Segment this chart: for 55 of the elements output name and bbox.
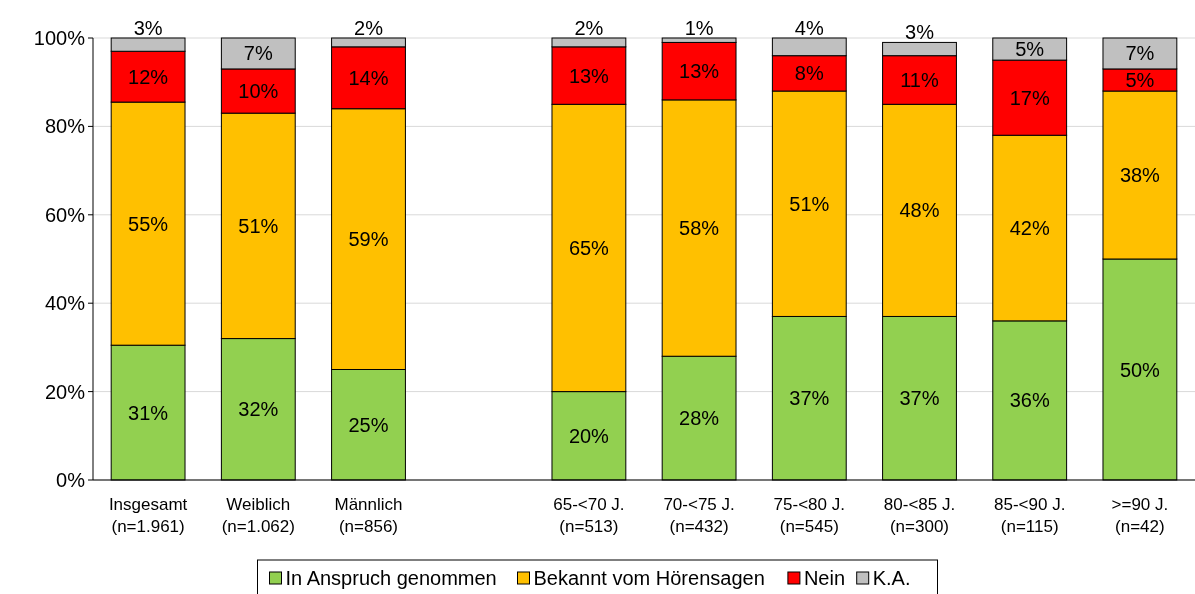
x-tick-label: 70-<75 J. (n=432) [663,495,735,536]
data-label: 11% [900,68,939,91]
data-label: 55% [128,212,169,235]
x-tick-label: 85-<90 J. (n=115) [994,495,1066,536]
data-label: 3% [905,21,935,44]
x-tick-label: Männlich (n=856) [334,495,403,536]
data-label: 8% [794,62,824,85]
y-tick-label: 20% [44,380,86,403]
data-label: 51% [789,192,830,215]
x-tick-label: >=90 J. (n=42) [1111,495,1169,536]
x-tick-label: Insgesamt (n=1.961) [108,495,188,536]
data-label: 31% [128,401,169,424]
data-label: 1% [684,17,714,39]
data-label: 13% [568,64,610,87]
x-tick-label: Weiblich (n=1.062) [221,495,295,536]
data-label: 5% [1015,38,1045,61]
data-label: 50% [1119,358,1161,381]
data-label: 59% [348,228,389,251]
data-label: 38% [1119,164,1161,187]
data-label: 25% [348,413,389,436]
legend-label: K.A. [872,567,911,589]
y-tick-label: 100% [33,27,86,49]
data-label: 10% [238,80,279,103]
data-label: 12% [128,65,169,88]
y-tick-label: 80% [44,115,86,138]
data-label: 3% [133,17,163,39]
data-label: 51% [238,214,279,237]
data-label: 65% [568,236,610,259]
data-label: 4% [794,17,824,39]
legend-label: Nein [803,567,846,589]
data-label: 14% [348,66,389,89]
data-label: 28% [679,407,720,430]
data-label: 20% [568,424,610,447]
data-label: 58% [679,217,720,240]
data-label: 37% [789,387,830,410]
x-tick-label: 65-<70 J. (n=513) [553,495,625,536]
x-tick-label: 75-<80 J. (n=545) [773,495,845,536]
data-label: 42% [1009,217,1050,240]
data-label: 2% [574,17,604,39]
data-label: 17% [1009,86,1050,109]
data-label: 32% [238,398,279,421]
y-tick-label: 60% [44,203,86,226]
data-label: 2% [354,17,384,39]
y-tick-label: 40% [44,292,86,315]
data-label: 48% [899,199,940,222]
data-label: 36% [1009,389,1050,412]
legend-label: Bekannt vom Hörensagen [533,567,765,589]
data-label: 7% [243,42,273,65]
data-label: 5% [1125,68,1155,91]
data-label: 7% [1125,42,1155,65]
data-label: 13% [679,60,720,83]
x-tick-label: 80-<85 J. (n=300) [883,495,956,536]
legend-label: In Anspruch genommen [285,567,497,589]
data-label: 37% [899,387,940,410]
y-tick-label: 0% [56,469,86,491]
